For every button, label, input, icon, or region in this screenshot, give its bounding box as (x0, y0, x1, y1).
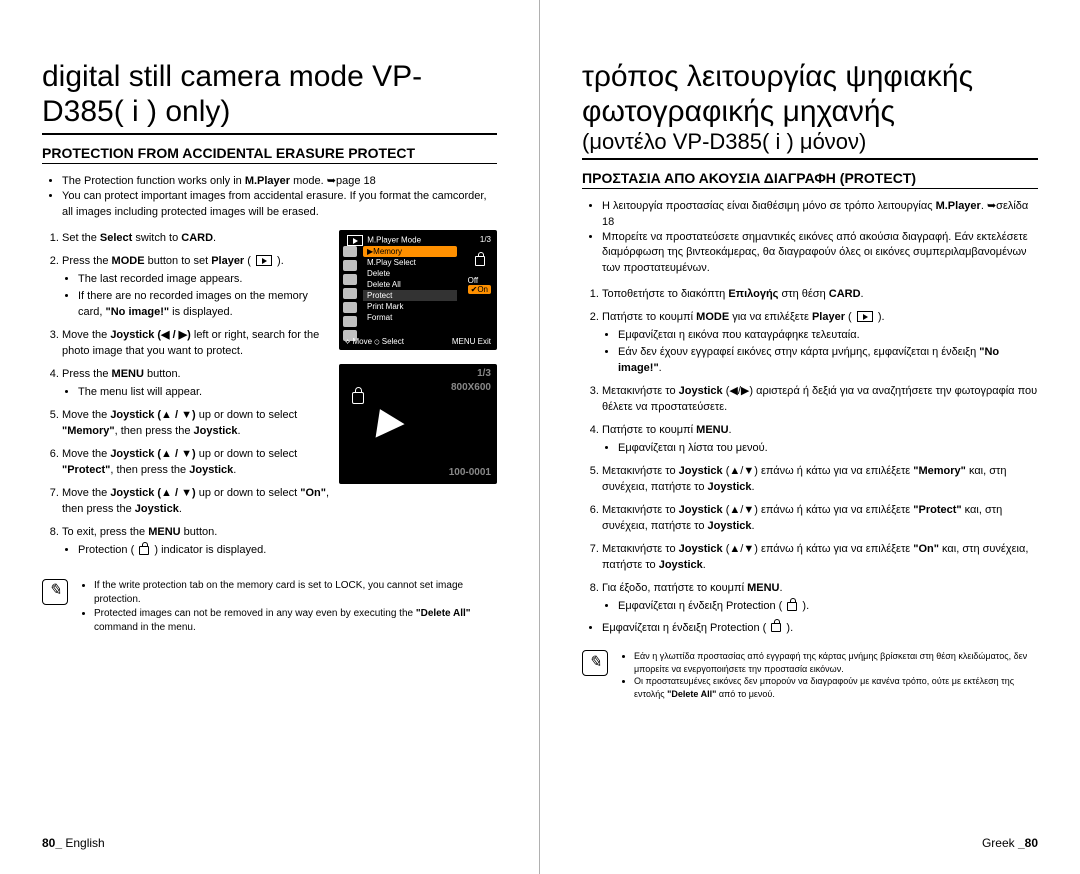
lcd-menu-screen: M.Player Mode 1/3 ▶MemoryM.Play SelectDe… (339, 230, 497, 350)
steps-list-el: Τοποθετήστε το διακόπτη Επιλογής στη θέσ… (582, 286, 1038, 615)
menu-icons (343, 246, 359, 341)
note-list-en: If the write protection tab on the memor… (78, 579, 497, 635)
menu-options: Off ✔On (468, 276, 491, 294)
intro-bullets-el: Η λειτουργία προστασίας είναι διαθέσιμη … (582, 199, 1038, 276)
note-icon: ✎ (582, 650, 608, 676)
page-spread: digital still camera mode VP-D385( i ) o… (0, 0, 1080, 874)
lcd2-id: 100-0001 (449, 467, 491, 478)
footer-el: Greek _80 (982, 836, 1038, 850)
note-box-el: ✎ Εάν η γλωττίδα προστασίας από εγγραφή … (582, 650, 1038, 700)
note-icon: ✎ (42, 579, 68, 605)
left-page: digital still camera mode VP-D385( i ) o… (0, 0, 540, 874)
lcd-count: 1/3 (480, 235, 491, 246)
lock-icon (475, 256, 485, 266)
section-heading-en: PROTECTION FROM ACCIDENTAL ERASURE PROTE… (42, 145, 497, 164)
lcd-move: ⟡ Move ⊙ Select (345, 337, 404, 347)
lcd2-res: 800X600 (451, 382, 491, 393)
note-list-el: Εάν η γλωττίδα προστασίας από εγγραφή τη… (618, 650, 1038, 700)
lock-icon (352, 392, 364, 404)
menu-items: ▶MemoryM.Play SelectDeleteDelete AllProt… (363, 246, 457, 323)
lcd-preview-screen: 1/3 800X600 100-0001 (339, 364, 497, 484)
right-page: τρόπος λειτουργίας ψηφιακής φωτογραφικής… (540, 0, 1080, 874)
page-title-en: digital still camera mode VP-D385( i ) o… (42, 60, 497, 135)
lcd2-count: 1/3 (477, 368, 491, 379)
section-heading-el: ΠΡΟΣΤΑΣΙΑ ΑΠΟ ΑΚΟΥΣΙΑ ΔΙΑΓΡΑΦΗ (PROTECT) (582, 170, 1038, 189)
steps-list-en: Set the Select switch to CARD.Press the … (42, 230, 335, 559)
intro-bullets-en: The Protection function works only in M.… (42, 174, 497, 220)
play-icon (347, 235, 363, 246)
lcd-exit: MENU Exit (452, 337, 491, 347)
photo-arrow (365, 403, 404, 438)
page-title-el: τρόπος λειτουργίας ψηφιακής φωτογραφικής… (582, 60, 1038, 160)
note-box-en: ✎ If the write protection tab on the mem… (42, 579, 497, 635)
lcd-screens: M.Player Mode 1/3 ▶MemoryM.Play SelectDe… (339, 230, 497, 565)
lcd-mode: M.Player Mode (367, 236, 421, 245)
post-step-bullet: Εμφανίζεται η ένδειξη Protection ( ). (582, 621, 1038, 636)
footer-en: 80_ English (42, 836, 105, 850)
